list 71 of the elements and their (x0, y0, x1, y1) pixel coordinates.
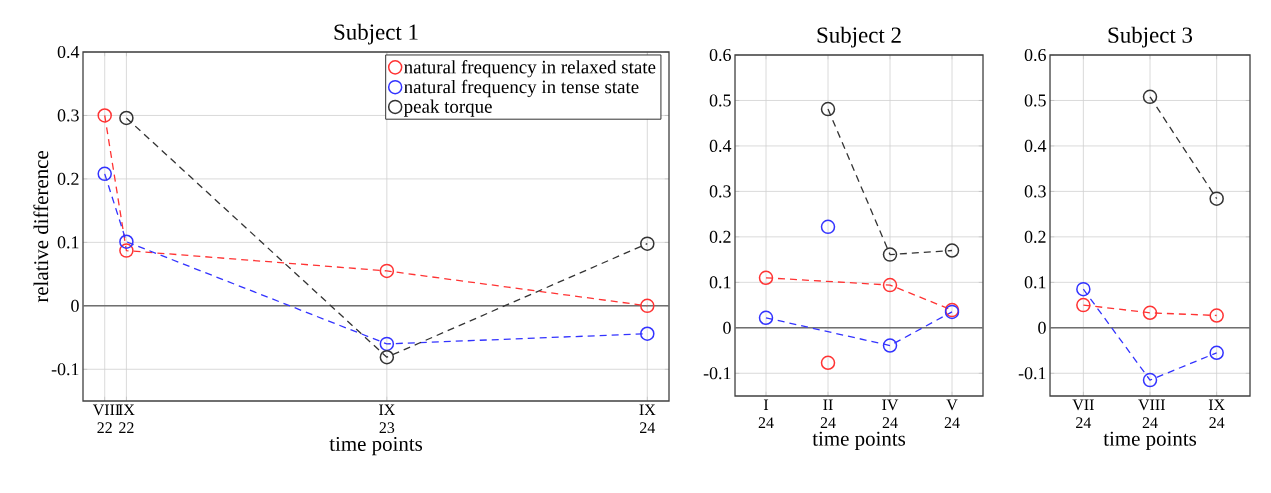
x-tick-label: VIII 24 (1138, 399, 1165, 428)
point (758, 310, 774, 326)
x-tick-label: II 24 (820, 399, 836, 428)
y-tick-label: 0.6 (709, 48, 731, 62)
x-tick-label: I 24 (758, 399, 774, 428)
y-tick-label: -0.1 (703, 367, 731, 380)
x-tick-label: V 24 (944, 399, 960, 428)
point (97, 108, 112, 123)
point (820, 355, 836, 371)
y-tick-label: 0 (71, 299, 79, 312)
point (1142, 372, 1158, 388)
y-tick-label: 0.1 (709, 276, 731, 289)
point (882, 338, 898, 353)
point (820, 101, 836, 117)
y-tick-label: 0.2 (1024, 230, 1046, 243)
y-tick-label: 0.5 (1024, 94, 1046, 107)
y-tick-label: 0.2 (709, 230, 731, 243)
y-tick-label: 0.5 (709, 94, 731, 107)
point (379, 263, 395, 279)
legend-label: peak torque (403, 99, 492, 117)
y-tick-label: 0.2 (57, 172, 79, 185)
point (1209, 345, 1224, 361)
legend-label: natural frequency in tense state (404, 79, 639, 98)
point (119, 243, 134, 258)
x-tick-label: IX 22 (118, 404, 135, 433)
y-axis-title: relative difference (33, 151, 49, 303)
point (1142, 89, 1158, 105)
x-tick-label: VIII 22 (92, 404, 120, 433)
chart-title: Subject 3 (1108, 26, 1193, 48)
point (119, 110, 134, 126)
y-tick-label: 0.3 (1024, 185, 1046, 198)
y-tick-label: 0 (1038, 321, 1046, 334)
x-tick-label: IX 23 (379, 404, 395, 434)
x-tick-label: IX 24 (1208, 399, 1225, 428)
y-tick-label: 0 (723, 321, 731, 334)
point (640, 298, 655, 314)
point (640, 236, 655, 251)
x-axis-title: time points (812, 431, 906, 451)
point (1209, 191, 1224, 206)
y-tick-label: 0.3 (57, 109, 79, 122)
point (1209, 308, 1224, 323)
point (97, 166, 112, 182)
legend-label: natural frequency in relaxed state (404, 59, 656, 78)
point (882, 247, 898, 262)
y-tick-label: 0.6 (1024, 48, 1046, 62)
x-tick-label: IV 24 (882, 399, 899, 428)
y-tick-label: -0.1 (1018, 367, 1046, 380)
chart-title: Subject 2 (817, 26, 901, 48)
point (758, 270, 774, 286)
point (1076, 281, 1091, 297)
point (944, 243, 960, 258)
point (119, 234, 134, 249)
point (1076, 297, 1091, 313)
y-tick-label: -0.1 (51, 363, 79, 376)
y-tick-label: 0.1 (57, 236, 79, 249)
point (882, 277, 898, 293)
x-axis-title: time points (1103, 431, 1197, 451)
y-tick-label: 0.4 (1024, 139, 1047, 153)
x-tick-label: VII 24 (1072, 399, 1094, 428)
point (379, 336, 395, 352)
y-tick-label: 0.1 (1024, 276, 1046, 289)
point (379, 349, 395, 365)
x-tick-label: IX 24 (639, 404, 656, 433)
y-tick-label: 0.3 (709, 185, 731, 198)
y-tick-label: 0.4 (709, 139, 732, 153)
x-axis-title: time points (329, 436, 423, 456)
chart-title: Subject 1 (334, 23, 418, 45)
point (820, 219, 836, 235)
y-tick-label: 0.4 (57, 45, 80, 59)
point (1142, 305, 1158, 321)
point (640, 326, 655, 341)
